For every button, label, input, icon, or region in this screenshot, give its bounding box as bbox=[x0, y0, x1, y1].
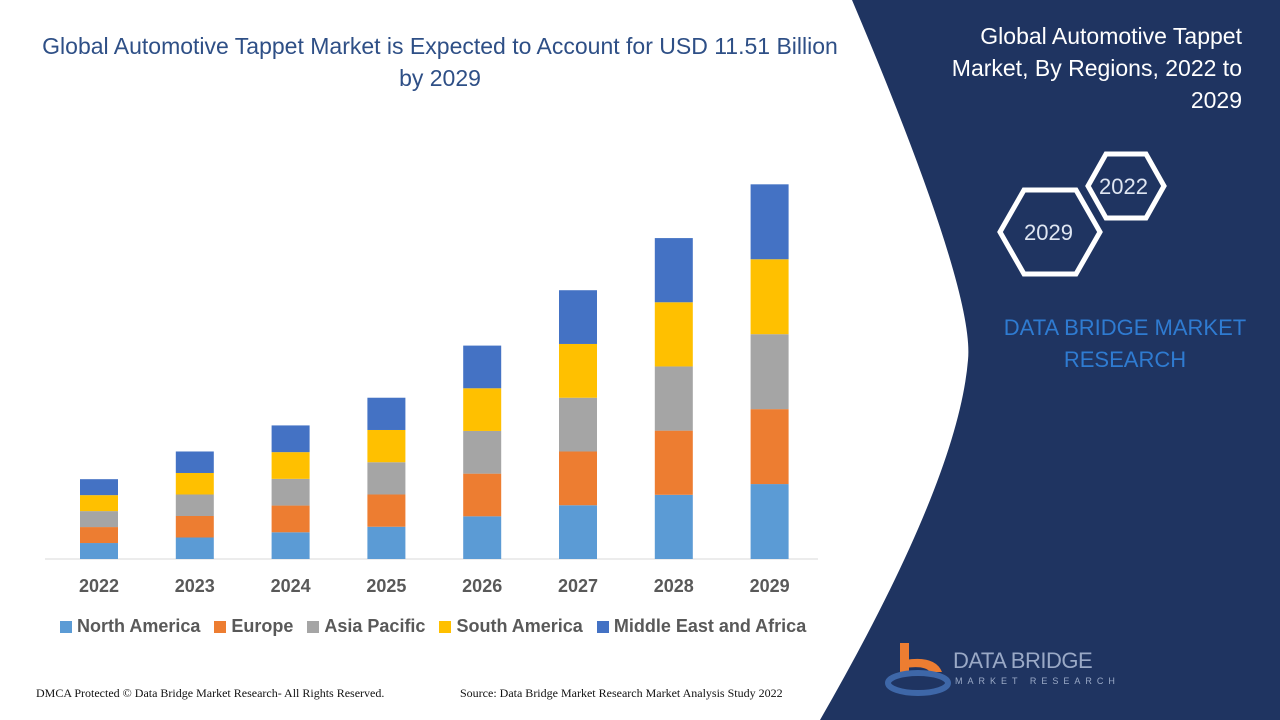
legend-item: North America bbox=[60, 616, 200, 637]
bar-segment-north-america bbox=[750, 484, 789, 559]
bar-segment-north-america bbox=[654, 494, 693, 559]
bar-segment-north-america bbox=[175, 537, 214, 559]
hexagon-2022-icon bbox=[1085, 151, 1167, 221]
hex-label-2029: 2029 bbox=[1024, 220, 1073, 245]
legend-item: Asia Pacific bbox=[307, 616, 425, 637]
bar-segment-asia-pacific bbox=[175, 494, 214, 516]
x-tick-label: 2025 bbox=[366, 576, 406, 596]
x-tick-label: 2022 bbox=[79, 576, 119, 596]
bar-segment-europe bbox=[367, 494, 406, 527]
bar-segment-asia-pacific bbox=[750, 334, 789, 410]
bar-segment-europe bbox=[654, 430, 693, 495]
x-tick-label: 2029 bbox=[750, 576, 790, 596]
bar-segment-north-america bbox=[80, 543, 118, 559]
bar-segment-north-america bbox=[463, 516, 502, 559]
stacked-bar-chart: 2022 2023 2024 2025 2026 2027 2028 2029 bbox=[45, 184, 818, 596]
bar-segment-asia-pacific bbox=[271, 478, 310, 506]
bar-segment-south-america bbox=[271, 452, 310, 479]
hex-label-2022: 2022 bbox=[1099, 174, 1148, 199]
bar-segment-europe bbox=[175, 515, 214, 538]
legend: North America Europe Asia Pacific South … bbox=[60, 616, 806, 637]
side-panel-shape bbox=[820, 0, 1280, 720]
bar-segment-south-america bbox=[559, 343, 597, 398]
x-tick-label: 2026 bbox=[462, 576, 502, 596]
brand-text: DATA BRIDGE MARKET RESEARCH bbox=[1003, 315, 1247, 372]
legend-swatch bbox=[60, 620, 72, 633]
side-panel-title: Global Automotive Tappet Market, By Regi… bbox=[951, 23, 1242, 113]
bar-segment-north-america bbox=[271, 532, 310, 559]
bar-segment-middle-east-and-africa bbox=[80, 479, 118, 496]
bar-segment-middle-east-and-africa bbox=[367, 397, 406, 430]
hexagon-2029-icon bbox=[997, 187, 1103, 277]
bar-segment-south-america bbox=[463, 388, 502, 431]
bar-segment-europe bbox=[750, 409, 789, 485]
bar-segment-south-america bbox=[80, 495, 118, 512]
bar-segment-europe bbox=[463, 473, 502, 517]
footer-copyright: DMCA Protected © Data Bridge Market Rese… bbox=[36, 686, 385, 700]
legend-item: Middle East and Africa bbox=[596, 616, 806, 637]
legend-item: Europe bbox=[214, 616, 293, 637]
bar-segment-asia-pacific bbox=[463, 430, 502, 474]
bar-segment-south-america bbox=[654, 302, 693, 367]
x-tick-label: 2027 bbox=[558, 576, 598, 596]
bar-segment-europe bbox=[80, 527, 118, 544]
x-tick-label: 2024 bbox=[271, 576, 311, 596]
bar-segment-europe bbox=[559, 451, 597, 506]
logo-icon bbox=[885, 643, 951, 696]
bar-segment-asia-pacific bbox=[367, 462, 406, 495]
x-tick-label: 2028 bbox=[654, 576, 694, 596]
bar-segment-south-america bbox=[750, 259, 789, 335]
bar-segment-middle-east-and-africa bbox=[463, 345, 502, 389]
bar-segment-south-america bbox=[367, 429, 406, 463]
logo-text: DATA BRIDGE bbox=[953, 648, 1093, 673]
logo-subtext: MARKET RESEARCH bbox=[955, 676, 1120, 686]
bar-segment-middle-east-and-africa bbox=[750, 184, 789, 260]
bar-segment-asia-pacific bbox=[80, 511, 118, 528]
bar-segment-middle-east-and-africa bbox=[175, 451, 214, 473]
bar-segment-north-america bbox=[559, 505, 597, 559]
chart-title: Global Automotive Tappet Market is Expec… bbox=[42, 33, 838, 91]
bar-segment-south-america bbox=[175, 472, 214, 495]
bar-segment-europe bbox=[271, 505, 310, 533]
bar-segment-middle-east-and-africa bbox=[654, 238, 693, 303]
legend-swatch bbox=[214, 620, 227, 633]
bar-segment-asia-pacific bbox=[654, 366, 693, 431]
bar-segment-middle-east-and-africa bbox=[559, 290, 597, 344]
bar-segment-middle-east-and-africa bbox=[271, 425, 310, 453]
legend-swatch bbox=[307, 620, 320, 633]
legend-swatch bbox=[439, 620, 452, 633]
x-tick-label: 2023 bbox=[175, 576, 215, 596]
bar-segment-asia-pacific bbox=[559, 397, 597, 452]
footer-source: Source: Data Bridge Market Research Mark… bbox=[460, 686, 783, 700]
bar-segment-north-america bbox=[367, 526, 406, 559]
legend-item: South America bbox=[439, 616, 583, 637]
legend-swatch bbox=[596, 620, 609, 633]
